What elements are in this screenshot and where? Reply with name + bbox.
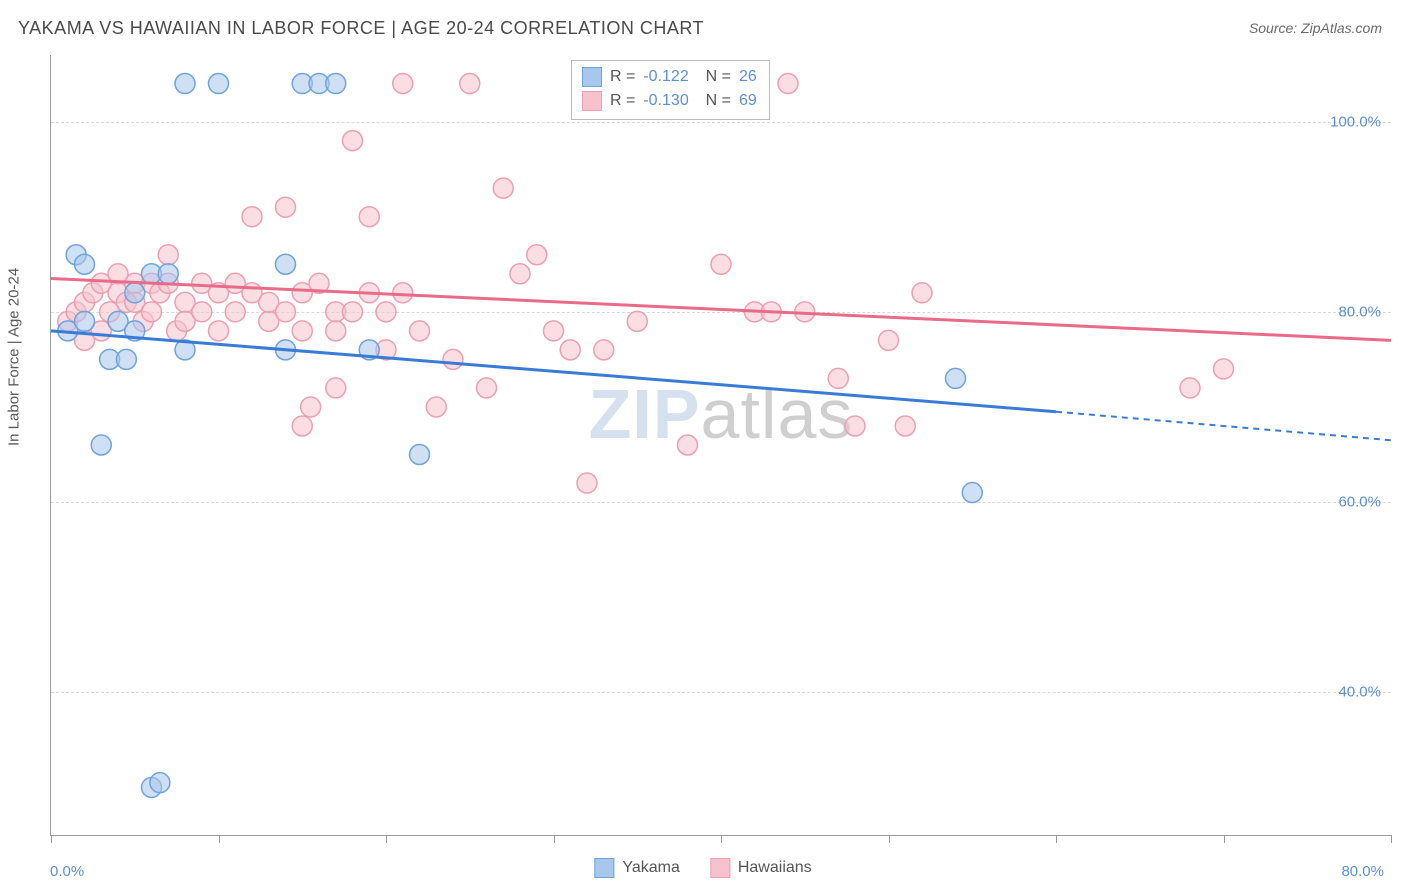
scatter-point bbox=[845, 416, 865, 436]
trend-line bbox=[51, 279, 1391, 341]
scatter-point bbox=[678, 435, 698, 455]
x-tick bbox=[1224, 835, 1225, 843]
legend: Yakama Hawaiians bbox=[594, 858, 811, 878]
scatter-point bbox=[527, 245, 547, 265]
x-tick bbox=[386, 835, 387, 843]
scatter-point bbox=[326, 74, 346, 94]
scatter-point bbox=[1214, 359, 1234, 379]
scatter-point bbox=[828, 368, 848, 388]
scatter-point bbox=[158, 264, 178, 284]
scatter-point bbox=[711, 254, 731, 274]
scatter-point bbox=[301, 397, 321, 417]
stats-row-yakama: R = -0.122 N = 26 bbox=[582, 65, 757, 89]
scatter-point bbox=[560, 340, 580, 360]
scatter-point bbox=[142, 302, 162, 322]
scatter-point bbox=[116, 349, 136, 369]
x-tick bbox=[554, 835, 555, 843]
scatter-point bbox=[460, 74, 480, 94]
scatter-point bbox=[75, 311, 95, 331]
scatter-point bbox=[292, 416, 312, 436]
scatter-point bbox=[912, 283, 932, 303]
stats-n-label: N = bbox=[697, 65, 731, 89]
scatter-point bbox=[209, 74, 229, 94]
x-axis-min-label: 0.0% bbox=[50, 863, 84, 880]
stats-n-label: N = bbox=[697, 89, 731, 113]
scatter-point bbox=[393, 74, 413, 94]
x-tick bbox=[1391, 835, 1392, 843]
scatter-point bbox=[426, 397, 446, 417]
scatter-point bbox=[276, 254, 296, 274]
scatter-point bbox=[410, 321, 430, 341]
scatter-point bbox=[150, 773, 170, 793]
x-axis-max-label: 80.0% bbox=[1341, 863, 1384, 880]
scatter-point bbox=[410, 445, 430, 465]
stats-r-label: R = bbox=[610, 89, 635, 113]
scatter-point bbox=[946, 368, 966, 388]
scatter-point bbox=[158, 245, 178, 265]
scatter-point bbox=[544, 321, 564, 341]
scatter-point bbox=[493, 178, 513, 198]
scatter-point bbox=[175, 74, 195, 94]
scatter-point bbox=[1180, 378, 1200, 398]
scatter-point bbox=[577, 473, 597, 493]
scatter-point bbox=[510, 264, 530, 284]
legend-swatch bbox=[594, 858, 614, 878]
y-axis-label: In Labor Force | Age 20-24 bbox=[6, 268, 23, 446]
scatter-point bbox=[359, 207, 379, 227]
swatch-hawaiians bbox=[582, 91, 602, 111]
chart-title: YAKAMA VS HAWAIIAN IN LABOR FORCE | AGE … bbox=[18, 18, 704, 39]
scatter-point bbox=[962, 483, 982, 503]
scatter-point bbox=[443, 349, 463, 369]
swatch-yakama bbox=[582, 67, 602, 87]
scatter-point bbox=[192, 302, 212, 322]
scatter-svg bbox=[51, 55, 1391, 835]
scatter-point bbox=[75, 254, 95, 274]
stats-r-label: R = bbox=[610, 65, 635, 89]
trend-line bbox=[51, 331, 1056, 412]
stats-n-hawaiians: 69 bbox=[739, 89, 757, 113]
x-tick bbox=[721, 835, 722, 843]
legend-label: Yakama bbox=[622, 859, 680, 877]
scatter-point bbox=[477, 378, 497, 398]
scatter-point bbox=[225, 302, 245, 322]
scatter-point bbox=[326, 378, 346, 398]
x-tick bbox=[1056, 835, 1057, 843]
scatter-point bbox=[209, 321, 229, 341]
scatter-point bbox=[91, 435, 111, 455]
scatter-point bbox=[778, 74, 798, 94]
x-tick bbox=[219, 835, 220, 843]
stats-r-hawaiians: -0.130 bbox=[643, 89, 688, 113]
chart-plot-area: ZIPatlas 40.0%60.0%80.0%100.0% R = -0.12… bbox=[50, 55, 1391, 836]
scatter-point bbox=[895, 416, 915, 436]
x-tick bbox=[889, 835, 890, 843]
scatter-point bbox=[343, 131, 363, 151]
scatter-point bbox=[376, 302, 396, 322]
legend-item: Hawaiians bbox=[710, 858, 812, 878]
legend-item: Yakama bbox=[594, 858, 680, 878]
scatter-point bbox=[276, 197, 296, 217]
legend-swatch bbox=[710, 858, 730, 878]
x-tick bbox=[51, 835, 52, 843]
scatter-point bbox=[879, 330, 899, 350]
stats-n-yakama: 26 bbox=[739, 65, 757, 89]
stats-row-hawaiians: R = -0.130 N = 69 bbox=[582, 89, 757, 113]
scatter-point bbox=[627, 311, 647, 331]
trend-line-dashed bbox=[1056, 412, 1391, 441]
legend-label: Hawaiians bbox=[738, 859, 812, 877]
correlation-stats-box: R = -0.122 N = 26 R = -0.130 N = 69 bbox=[571, 60, 770, 120]
scatter-point bbox=[343, 302, 363, 322]
scatter-point bbox=[242, 207, 262, 227]
scatter-point bbox=[292, 321, 312, 341]
stats-r-yakama: -0.122 bbox=[643, 65, 688, 89]
scatter-point bbox=[125, 283, 145, 303]
scatter-point bbox=[393, 283, 413, 303]
scatter-point bbox=[594, 340, 614, 360]
source-attribution: Source: ZipAtlas.com bbox=[1249, 20, 1382, 36]
scatter-point bbox=[326, 321, 346, 341]
scatter-point bbox=[276, 302, 296, 322]
